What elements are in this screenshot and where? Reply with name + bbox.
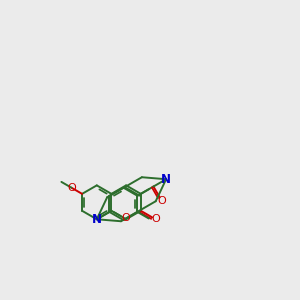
Text: N: N xyxy=(161,173,171,186)
Text: O: O xyxy=(157,196,166,206)
Text: N: N xyxy=(92,213,102,226)
Text: O: O xyxy=(122,213,130,223)
Text: O: O xyxy=(151,214,160,224)
Text: O: O xyxy=(67,183,76,193)
